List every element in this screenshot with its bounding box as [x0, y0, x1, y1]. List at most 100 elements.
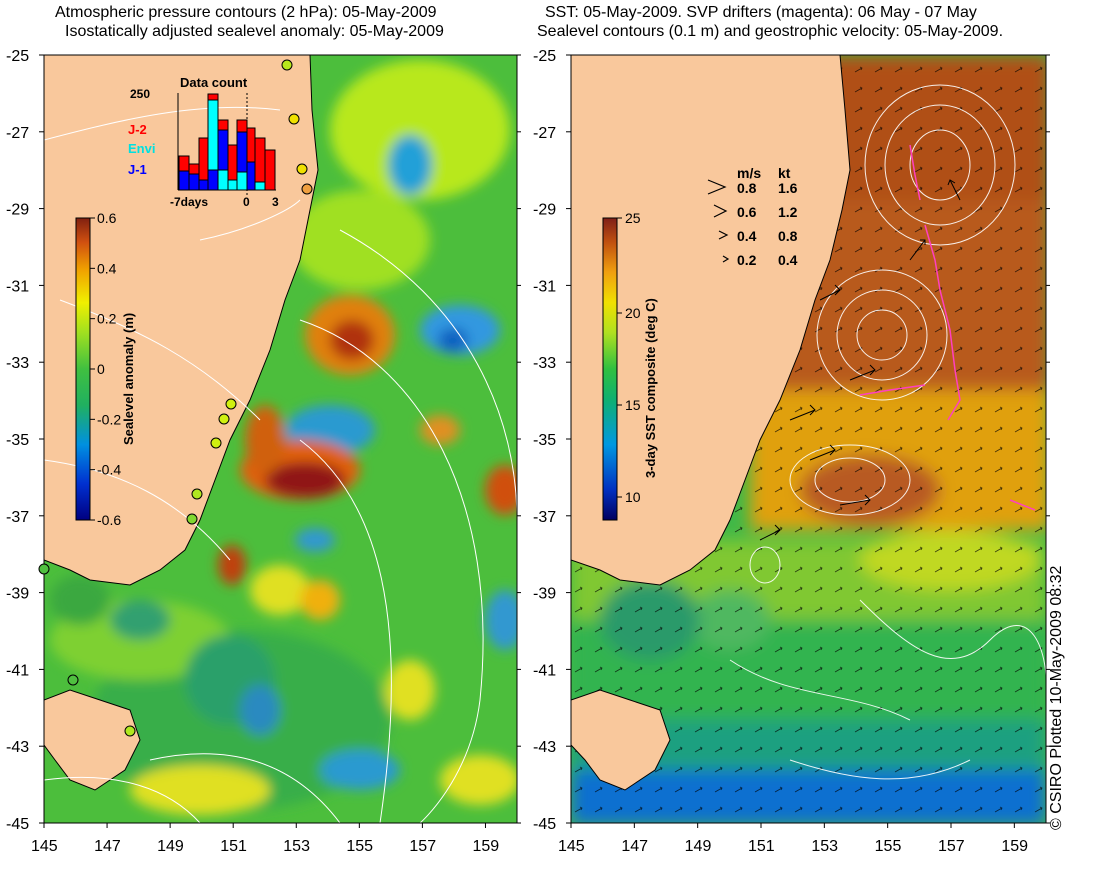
right-sst-field: [571, 55, 1046, 823]
right-ytick: -25: [533, 48, 556, 65]
copyright-text: © CSIRO Plotted 10-May-2009 08:32: [1048, 565, 1065, 830]
velocity-legend-row2-ms: 0.6: [737, 204, 757, 220]
station-marker: [218, 413, 230, 425]
left-ytick: -41: [6, 662, 29, 679]
left-altimeter-stations: [38, 59, 313, 737]
right-land-mainland: [571, 55, 850, 585]
left-colorbar-ticks: 0.6 0.4 0.2 0 -0.2 -0.4 -0.6: [90, 210, 121, 528]
left-colorbar-label: Sealevel anomaly (m): [121, 313, 136, 445]
right-xtick: 151: [748, 838, 775, 855]
left-xtick: 149: [157, 838, 184, 855]
sst-tick-20: 20: [625, 305, 641, 321]
data-count-xtick-start: -7days: [170, 195, 208, 209]
right-xtick: 145: [558, 838, 585, 855]
station-marker: [67, 674, 79, 686]
station-marker: [124, 725, 136, 737]
left-xtick: 157: [409, 838, 436, 855]
right-ytick: -45: [533, 816, 556, 833]
left-ytick: -35: [6, 432, 29, 449]
velocity-legend-row2-kt: 1.2: [778, 204, 798, 220]
velocity-arrow-0.4: [718, 230, 729, 240]
left-ytick: -25: [6, 48, 29, 65]
left-ytick: -45: [6, 816, 29, 833]
legend-envi: Envi: [128, 141, 155, 156]
sla-tick: 0.4: [97, 260, 117, 276]
right-x-axis: 145 147 149 151 153 155 157 159: [558, 823, 1028, 855]
velocity-legend-ms-header: m/s: [737, 165, 761, 181]
sla-tick: 0.6: [97, 210, 117, 226]
left-coastline: [44, 55, 319, 586]
velocity-arrow-0.8: [707, 179, 727, 195]
left-xtick: 147: [94, 838, 121, 855]
legend-j1: J-1: [128, 162, 147, 177]
left-xtick: 151: [220, 838, 247, 855]
data-count-bars: [178, 93, 276, 191]
right-colorbar: [602, 217, 618, 521]
left-ytick: -31: [6, 278, 29, 295]
right-ytick: -33: [533, 355, 556, 372]
station-marker: [301, 183, 313, 195]
left-title-line1: Atmospheric pressure contours (2 hPa): 0…: [55, 4, 437, 21]
right-title-line2: Sealevel contours (0.1 m) and geostrophi…: [537, 23, 1004, 40]
left-land-tasmania: [44, 690, 140, 790]
right-xtick: 149: [685, 838, 712, 855]
right-map-panel: -25 -27 -29 -31 -33 -35 -37 -39 -41 -43 -45 145 147…: [533, 48, 1050, 855]
right-ytick: -35: [533, 432, 556, 449]
sla-tick: 0.2: [97, 311, 117, 327]
left-ytick: -43: [6, 739, 29, 756]
station-marker: [296, 163, 308, 175]
left-ytick: -27: [6, 125, 29, 142]
right-xtick: 155: [875, 838, 902, 855]
velocity-arrow-0.6: [713, 204, 728, 218]
data-count-inset: Data count 250: [128, 75, 279, 209]
velocity-legend-row3-kt: 0.8: [778, 228, 798, 244]
data-count-xtick-zero: 0: [243, 195, 250, 209]
station-marker: [186, 513, 198, 525]
sla-tick: -0.6: [97, 512, 121, 528]
right-xtick: 147: [621, 838, 648, 855]
right-ytick: -37: [533, 509, 556, 526]
sla-tick: -0.2: [97, 411, 121, 427]
velocity-vectors: [759, 179, 961, 541]
right-ytick: -41: [533, 662, 556, 679]
right-ytick: -31: [533, 278, 556, 295]
right-colorbar-ticks: 25 20 15 10: [617, 210, 641, 505]
station-marker: [288, 113, 300, 125]
velocity-legend-kt-header: kt: [778, 165, 791, 181]
right-ytick: -43: [533, 739, 556, 756]
right-y-axis: -25 -27 -29 -31 -33 -35 -37 -39 -41 -43 -45: [533, 48, 1050, 833]
sla-tick: -0.4: [97, 462, 121, 478]
velocity-legend-row1-kt: 1.6: [778, 180, 798, 196]
station-marker: [191, 488, 203, 500]
velocity-legend-row4-kt: 0.4: [778, 252, 798, 268]
sla-tick: 0: [97, 361, 105, 377]
velocity-legend-row1-ms: 0.8: [737, 180, 757, 196]
left-ytick: -39: [6, 586, 29, 603]
left-y-axis: -25 -27 -29 -31 -33 -35 -37 -39 -41 -43 -45: [6, 48, 521, 833]
sst-tick-10: 10: [625, 489, 641, 505]
left-title-line2: Isostatically adjusted sealevel anomaly:…: [65, 23, 444, 40]
left-colorbar: [75, 217, 91, 521]
right-ytick: -39: [533, 586, 556, 603]
velocity-legend: m/s kt 0.8 1.6 0.6 1.2 0.4 0.8 0.2 0.4: [707, 165, 798, 268]
right-title-line1: SST: 05-May-2009. SVP drifters (magenta)…: [545, 4, 977, 21]
right-ytick: -27: [533, 125, 556, 142]
right-colorbar-label: 3-day SST composite (deg C): [643, 298, 658, 478]
sst-tick-25: 25: [625, 210, 641, 226]
right-xtick: 157: [938, 838, 965, 855]
legend-j2: J-2: [128, 122, 147, 137]
left-ytick: -29: [6, 202, 29, 219]
right-sealevel-contours: [729, 84, 1046, 780]
svp-drifter-tracks: [859, 144, 1036, 511]
right-land-tasmania: [571, 690, 670, 790]
left-xtick: 155: [346, 838, 373, 855]
left-xtick: 145: [31, 838, 58, 855]
station-marker: [281, 59, 293, 71]
right-coastline: [571, 55, 851, 586]
right-ytick: -29: [533, 202, 556, 219]
left-map-panel: -25 -27 -29 -31 -33 -35 -37 -39 -41 -43 -45 145 147…: [6, 48, 521, 855]
station-marker: [210, 437, 222, 449]
left-ytick: -33: [6, 355, 29, 372]
left-ytick: -37: [6, 509, 29, 526]
left-pressure-contours: [44, 106, 517, 823]
